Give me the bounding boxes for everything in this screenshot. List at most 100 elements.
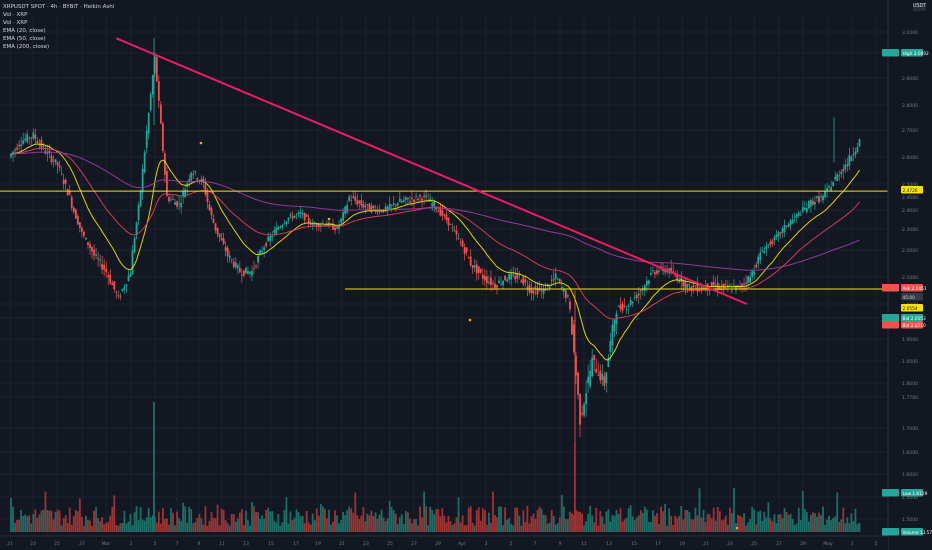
volume-bar <box>597 525 600 532</box>
y-tick-label: 1.7000 <box>902 426 918 432</box>
y-tick-label: 2.5000 <box>902 182 918 188</box>
volume-bar <box>532 513 535 532</box>
volume-bar <box>350 508 353 532</box>
volume-bar <box>374 512 377 532</box>
volume-bar <box>287 523 290 532</box>
volume-bar <box>615 510 618 532</box>
candle-body <box>443 214 446 216</box>
volume-bar <box>396 524 399 532</box>
volume-bar <box>650 522 652 532</box>
candle-body <box>832 181 835 187</box>
volume-bar <box>362 507 365 532</box>
volume-bar <box>467 507 470 532</box>
candle-body <box>496 285 498 288</box>
candle-body <box>779 232 782 234</box>
price-tag-text: Bid 2.0710 <box>903 323 927 329</box>
candle-body <box>500 283 502 285</box>
candle-body <box>301 213 304 215</box>
y-tick-label: 2.7000 <box>902 128 918 134</box>
candle-body <box>226 247 229 257</box>
volume-bar <box>799 520 802 532</box>
candle-body <box>16 147 18 150</box>
candle-body <box>479 269 482 273</box>
candle-body <box>218 233 221 238</box>
price-tag-bg <box>901 489 923 497</box>
symbol-title[interactable]: XRPUSDT SPOT · 4h · BYBIT · Heikin Ashi <box>3 4 115 10</box>
candle-body <box>536 288 539 295</box>
volume-bar <box>259 518 261 532</box>
volume-bar <box>753 509 756 532</box>
price-tag-bg <box>901 528 923 536</box>
volume-bar <box>321 506 324 532</box>
candle-body <box>647 280 650 284</box>
candle-body <box>123 287 126 290</box>
volume-bar <box>95 507 97 532</box>
volume-bar <box>48 510 51 532</box>
volume-bar <box>814 513 816 532</box>
candle-body <box>30 137 33 139</box>
volume-bar <box>775 523 778 532</box>
volume-bar <box>115 524 118 532</box>
volume-bar <box>479 520 482 532</box>
volume-bar <box>676 518 679 532</box>
volume-bar <box>848 523 851 532</box>
volume-bar <box>733 488 735 532</box>
volume-bar <box>78 498 81 532</box>
volume-bar <box>465 525 468 532</box>
candle-body <box>32 132 35 139</box>
candle-body <box>265 242 268 247</box>
candle-body <box>769 241 772 245</box>
volume-bar <box>672 524 675 532</box>
candle-body <box>370 205 373 213</box>
candle-body <box>469 256 472 266</box>
candle-body <box>526 286 529 289</box>
candle-body <box>228 255 231 259</box>
volume-bar <box>463 525 466 532</box>
candle-body <box>814 202 816 205</box>
volume-bar <box>431 509 434 532</box>
candle-body <box>117 295 120 297</box>
volume-bar <box>184 506 187 532</box>
volume-bar <box>805 512 808 532</box>
volume-bar <box>400 514 403 532</box>
volume-bar <box>854 508 857 532</box>
candle-body <box>91 247 93 252</box>
volume-bar <box>245 510 247 532</box>
candle-body <box>789 220 792 225</box>
x-tick-label: 25 <box>54 541 60 547</box>
volume-bar <box>560 495 563 532</box>
volume-bar <box>583 525 585 532</box>
currency-badge[interactable]: USDT <box>913 3 927 11</box>
volume-bar <box>832 518 835 532</box>
volume-bar <box>579 511 581 532</box>
volume-bar <box>338 523 340 532</box>
candle-body <box>524 279 527 283</box>
volume-bar <box>234 521 237 532</box>
x-tick-label: 5 <box>154 541 157 547</box>
volume-bar <box>737 515 739 532</box>
volume-bar <box>194 521 197 532</box>
candle-body <box>767 244 770 247</box>
volume-bar <box>447 515 450 532</box>
volume-bar <box>378 514 381 532</box>
volume-bar <box>556 523 559 532</box>
candle-body <box>575 355 577 376</box>
volume-bar <box>330 524 332 532</box>
volume-bar <box>795 523 798 532</box>
candle-body <box>216 227 219 235</box>
candle-body <box>787 223 790 228</box>
candle-body <box>530 287 533 293</box>
candle-body <box>247 271 249 274</box>
volume-bar <box>564 519 567 532</box>
price-tag: Ask 2.1451 <box>882 284 927 292</box>
candle-body <box>238 267 241 273</box>
x-tick-label: 29 <box>435 541 441 547</box>
volume-bar <box>129 513 132 532</box>
price-tag-bg <box>901 284 923 292</box>
volume-bar <box>200 517 203 532</box>
volume-bar <box>354 492 357 532</box>
candle-body <box>439 207 442 216</box>
candle-body <box>591 357 594 377</box>
candle-body <box>70 197 73 208</box>
